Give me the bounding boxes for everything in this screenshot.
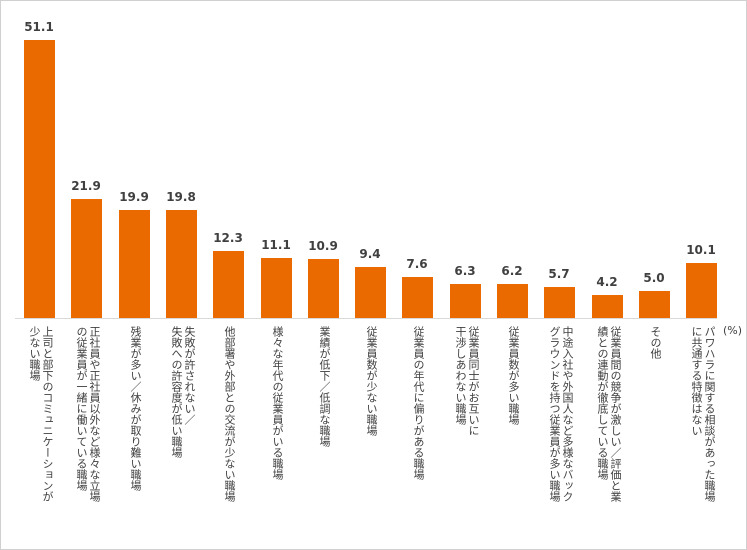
bar bbox=[166, 210, 197, 318]
bar bbox=[261, 258, 292, 318]
value-label: 12.3 bbox=[213, 231, 243, 245]
value-label: 10.9 bbox=[308, 239, 338, 253]
value-label: 5.0 bbox=[643, 271, 665, 285]
value-label: 10.1 bbox=[686, 243, 716, 257]
bar bbox=[308, 259, 339, 318]
value-label: 51.1 bbox=[24, 20, 54, 34]
category-label: その他 bbox=[649, 326, 662, 359]
value-label: 6.3 bbox=[454, 264, 476, 278]
value-label: 4.2 bbox=[596, 275, 618, 289]
bar bbox=[686, 263, 717, 318]
bar bbox=[355, 267, 386, 318]
value-label: 19.8 bbox=[166, 190, 196, 204]
x-axis-line bbox=[15, 318, 717, 319]
category-label: 失敗が許されない／ 失敗への許容度が低い職場 bbox=[170, 326, 196, 458]
bar bbox=[497, 284, 528, 318]
value-label: 11.1 bbox=[261, 238, 291, 252]
category-label: 様々な年代の従業員がいる職場 bbox=[271, 326, 284, 480]
value-label: 19.9 bbox=[119, 190, 149, 204]
value-label: 9.4 bbox=[359, 247, 381, 261]
value-label: 7.6 bbox=[406, 257, 428, 271]
category-label: 他部署や外部との交流が少ない職場 bbox=[223, 326, 236, 502]
category-label: 上司と部下のコミュニケーションが 少ない職場 bbox=[28, 326, 54, 502]
bar bbox=[402, 277, 433, 318]
category-label: 従業員間の競争が激しい／評価と業 績との連動が徹底している職場 bbox=[596, 326, 622, 502]
category-label: 中途入社や外国人など多様なバック グラウンドを持つ従業員が多い職場 bbox=[548, 326, 574, 502]
value-label: 5.7 bbox=[548, 267, 570, 281]
category-label: 従業員数が多い職場 bbox=[507, 326, 520, 425]
category-label: 従業員数が少ない職場 bbox=[365, 326, 378, 436]
bar bbox=[592, 295, 623, 318]
category-label: 正社員や正社員以外など様々な立場 の従業員が一緒に働いている職場 bbox=[75, 326, 101, 502]
category-label: 従業員同士がお互いに 干渉しあわない職場 bbox=[454, 326, 480, 436]
bar bbox=[544, 287, 575, 318]
bar bbox=[213, 251, 244, 318]
category-label: 残業が多い／休みが取り難い職場 bbox=[129, 326, 142, 491]
bar bbox=[639, 291, 670, 318]
bar bbox=[450, 284, 481, 318]
bar bbox=[119, 210, 150, 318]
category-label: パワハラに関する相談があった職場 に共通する特徴はない bbox=[690, 326, 716, 502]
category-label: 従業員の年代に偏りがある職場 bbox=[412, 326, 425, 480]
value-label: 6.2 bbox=[501, 264, 523, 278]
value-label: 21.9 bbox=[71, 179, 101, 193]
category-label: 業績が低下／低調な職場 bbox=[318, 326, 331, 447]
bar bbox=[71, 199, 102, 318]
unit-label: (%) bbox=[723, 324, 743, 337]
bar bbox=[24, 40, 55, 318]
